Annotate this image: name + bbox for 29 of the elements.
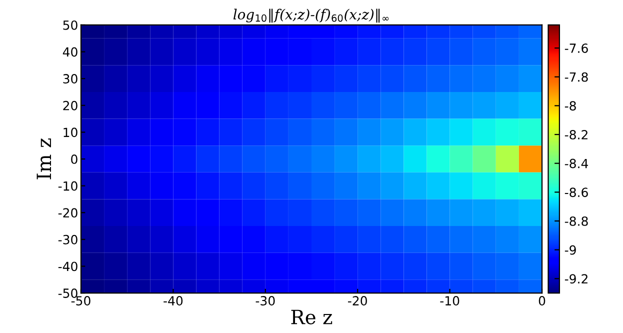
color-bar-label: -9 <box>564 245 576 255</box>
x-tick-label: -20 <box>348 296 367 306</box>
y-tick-label: -50 <box>58 288 78 298</box>
y-tick-label: 30 <box>63 74 78 84</box>
x-tick-label: -10 <box>440 296 460 306</box>
x-tick-label: -50 <box>71 296 90 306</box>
y-tick-label: -40 <box>58 262 78 272</box>
color-bar-label: -8.6 <box>564 188 588 198</box>
color-bar-label: -7.8 <box>564 72 588 82</box>
y-tick-label: 20 <box>63 100 78 110</box>
color-bar-label: -8.2 <box>564 130 588 140</box>
color-bar-label: -9.2 <box>564 274 588 284</box>
x-axis-title: Re z <box>291 310 332 324</box>
chart-title: log$_{10}$‖f(x;z)-(f)$_{60}$(x;z)‖$_{∞}$ <box>233 8 389 23</box>
y-tick-label: 40 <box>62 47 78 57</box>
y-axis-title: Im z <box>36 138 51 180</box>
x-tick-label: -30 <box>256 296 275 306</box>
y-tick-label: 50 <box>63 20 78 30</box>
x-tick-label: 0 <box>538 296 546 306</box>
color-bar-label: -8.4 <box>564 158 588 168</box>
y-tick-label: 0 <box>71 154 78 164</box>
color-bar-label: -8 <box>564 101 576 111</box>
y-tick-label: -30 <box>58 234 78 244</box>
x-tick-label: -40 <box>164 296 183 306</box>
color-bar-label: -7.6 <box>564 44 588 53</box>
y-tick-label: -20 <box>58 208 78 218</box>
color-bar-label: -8.8 <box>564 216 588 226</box>
y-tick-label: 10 <box>64 128 78 138</box>
y-tick-label: -10 <box>58 181 78 191</box>
